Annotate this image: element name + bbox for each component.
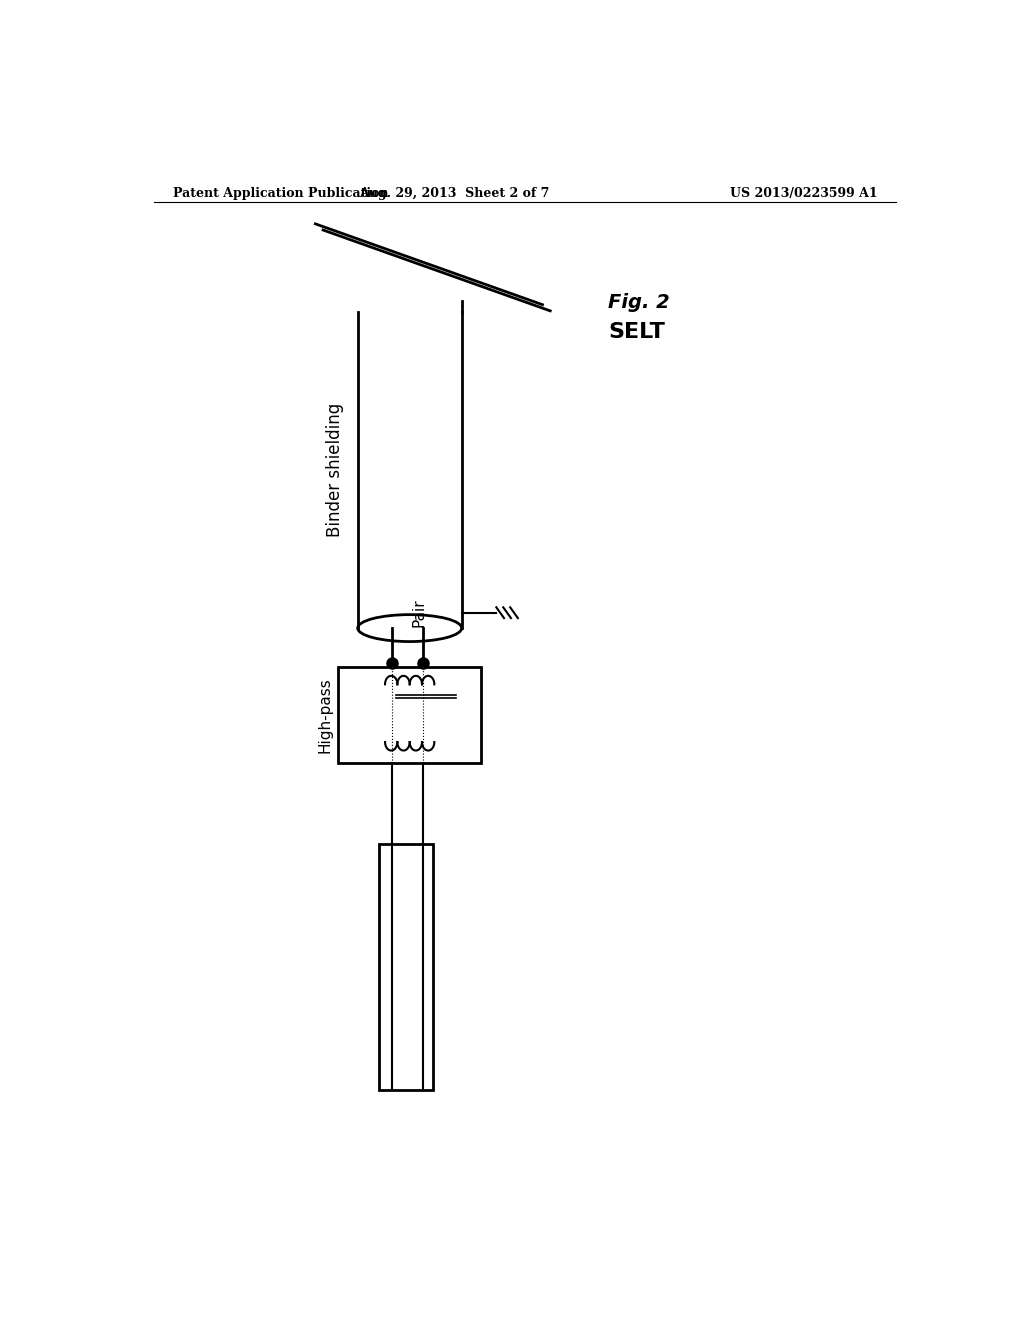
Text: US 2013/0223599 A1: US 2013/0223599 A1 <box>730 187 878 199</box>
Text: Fig. 2: Fig. 2 <box>608 293 670 312</box>
Text: SELT: SELT <box>608 322 665 342</box>
Text: High-pass: High-pass <box>317 677 333 752</box>
Text: Aug. 29, 2013  Sheet 2 of 7: Aug. 29, 2013 Sheet 2 of 7 <box>358 187 549 199</box>
Text: Binder shielding: Binder shielding <box>326 403 344 537</box>
Text: Pair: Pair <box>412 598 427 627</box>
Text: Patent Application Publication: Patent Application Publication <box>173 187 388 199</box>
Bar <box>339 667 481 763</box>
Bar <box>379 843 433 1090</box>
